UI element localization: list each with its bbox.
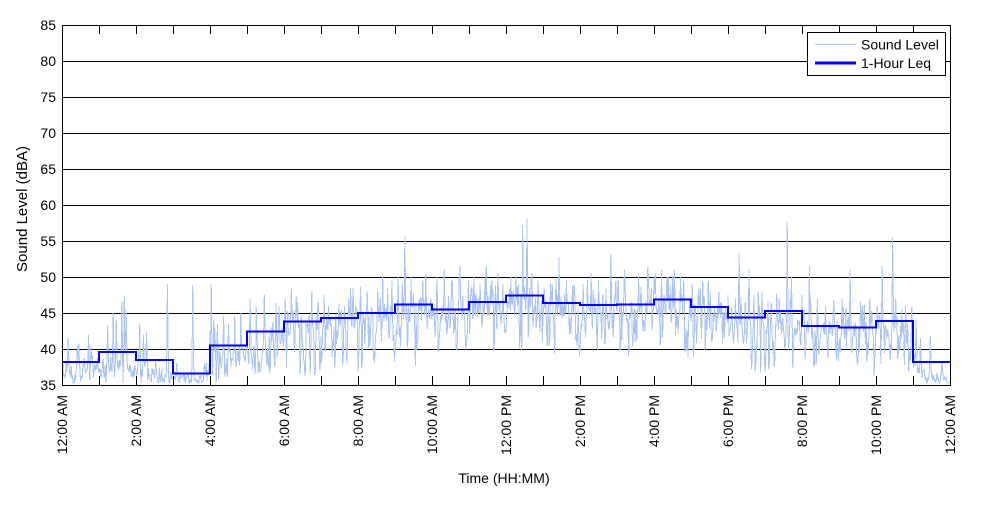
svg-text:6:00 AM: 6:00 AM <box>276 395 292 446</box>
svg-text:8:00 PM: 8:00 PM <box>794 395 810 447</box>
svg-text:12:00 AM: 12:00 AM <box>942 395 958 454</box>
svg-text:70: 70 <box>40 125 56 141</box>
svg-text:1-Hour Leq: 1-Hour Leq <box>861 55 931 71</box>
svg-text:6:00 PM: 6:00 PM <box>720 395 736 447</box>
svg-text:75: 75 <box>40 89 56 105</box>
svg-text:45: 45 <box>40 305 56 321</box>
svg-text:12:00 PM: 12:00 PM <box>498 395 514 455</box>
svg-text:Sound Level: Sound Level <box>861 36 939 52</box>
svg-text:50: 50 <box>40 269 56 285</box>
svg-text:80: 80 <box>40 53 56 69</box>
svg-text:60: 60 <box>40 197 56 213</box>
svg-text:8:00 AM: 8:00 AM <box>350 395 366 446</box>
svg-text:Sound Level (dBA): Sound Level (dBA) <box>14 146 31 272</box>
svg-text:85: 85 <box>40 17 56 33</box>
svg-text:55: 55 <box>40 233 56 249</box>
svg-text:40: 40 <box>40 341 56 357</box>
svg-text:Time (HH:MM): Time (HH:MM) <box>458 470 549 486</box>
svg-text:35: 35 <box>40 377 56 393</box>
svg-text:12:00 AM: 12:00 AM <box>54 395 70 454</box>
svg-text:4:00 AM: 4:00 AM <box>202 395 218 446</box>
svg-text:10:00 PM: 10:00 PM <box>868 395 884 455</box>
svg-text:10:00 AM: 10:00 AM <box>424 395 440 454</box>
svg-text:65: 65 <box>40 161 56 177</box>
svg-text:2:00 AM: 2:00 AM <box>128 395 144 446</box>
svg-text:2:00 PM: 2:00 PM <box>572 395 588 447</box>
svg-text:4:00 PM: 4:00 PM <box>646 395 662 447</box>
